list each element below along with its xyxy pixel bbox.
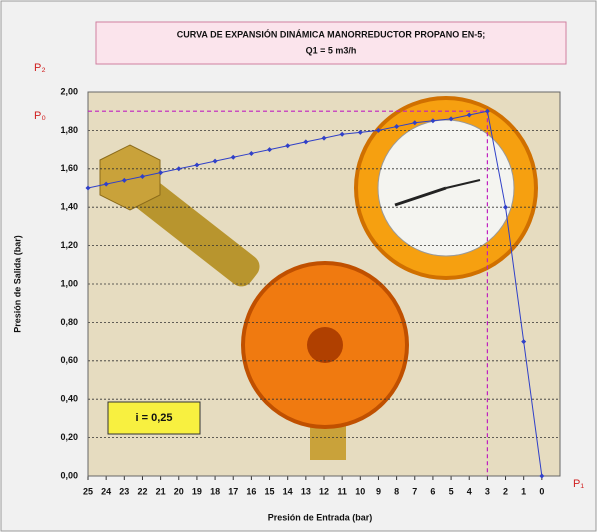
y-tick-label: 0,20 xyxy=(60,432,78,442)
x-tick-label: 1 xyxy=(521,486,526,496)
x-tick-label: 15 xyxy=(265,486,275,496)
x-tick-label: 23 xyxy=(119,486,129,496)
chart-title: CURVA DE EXPANSIÓN DINÁMICA MANORREDUCTO… xyxy=(177,28,486,39)
x-tick-label: 19 xyxy=(192,486,202,496)
x-tick-label: 5 xyxy=(449,486,454,496)
title-box xyxy=(96,22,566,64)
x-tick-label: 24 xyxy=(101,486,111,496)
y-axis-label: Presión de Salida (bar) xyxy=(12,235,22,333)
x-tick-label: 10 xyxy=(355,486,365,496)
y-tick-label: 0,00 xyxy=(60,470,78,480)
y-tick-label: 0,40 xyxy=(60,394,78,404)
x-tick-label: 8 xyxy=(394,486,399,496)
y-tick-label: 0,80 xyxy=(60,317,78,327)
x-tick-label: 22 xyxy=(137,486,147,496)
annotation: i = 0,25 xyxy=(135,412,172,424)
y-tick-label: 1,60 xyxy=(60,163,78,173)
y-tick-label: 2,00 xyxy=(60,86,78,96)
x-tick-label: 9 xyxy=(376,486,381,496)
x-tick-label: 7 xyxy=(412,486,417,496)
x-tick-label: 20 xyxy=(174,486,184,496)
chart-subtitle: Q1 = 5 m3/h xyxy=(306,45,357,55)
y-tick-label: 1,80 xyxy=(60,125,78,135)
x-tick-label: 6 xyxy=(430,486,435,496)
chart: CURVA DE EXPANSIÓN DINÁMICA MANORREDUCTO… xyxy=(0,0,597,532)
annotation: P₁ xyxy=(573,478,584,490)
x-tick-label: 2 xyxy=(503,486,508,496)
x-tick-label: 21 xyxy=(156,486,166,496)
y-tick-label: 1,40 xyxy=(60,202,78,212)
x-axis-label: Presión de Entrada (bar) xyxy=(268,512,373,522)
x-tick-label: 16 xyxy=(246,486,256,496)
x-tick-label: 0 xyxy=(539,486,544,496)
x-tick-label: 18 xyxy=(210,486,220,496)
y-tick-label: 0,60 xyxy=(60,355,78,365)
x-tick-label: 25 xyxy=(83,486,93,496)
x-tick-label: 12 xyxy=(319,486,329,496)
y-tick-label: 1,00 xyxy=(60,278,78,288)
x-tick-label: 14 xyxy=(283,486,293,496)
x-tick-label: 4 xyxy=(467,486,472,496)
y-tick-label: 1,20 xyxy=(60,240,78,250)
x-tick-label: 11 xyxy=(337,486,347,496)
x-tick-label: 13 xyxy=(301,486,311,496)
x-tick-label: 17 xyxy=(228,486,238,496)
x-tick-label: 3 xyxy=(485,486,490,496)
annotation: P₀ xyxy=(34,110,46,122)
annotation: P₂ xyxy=(34,62,46,74)
